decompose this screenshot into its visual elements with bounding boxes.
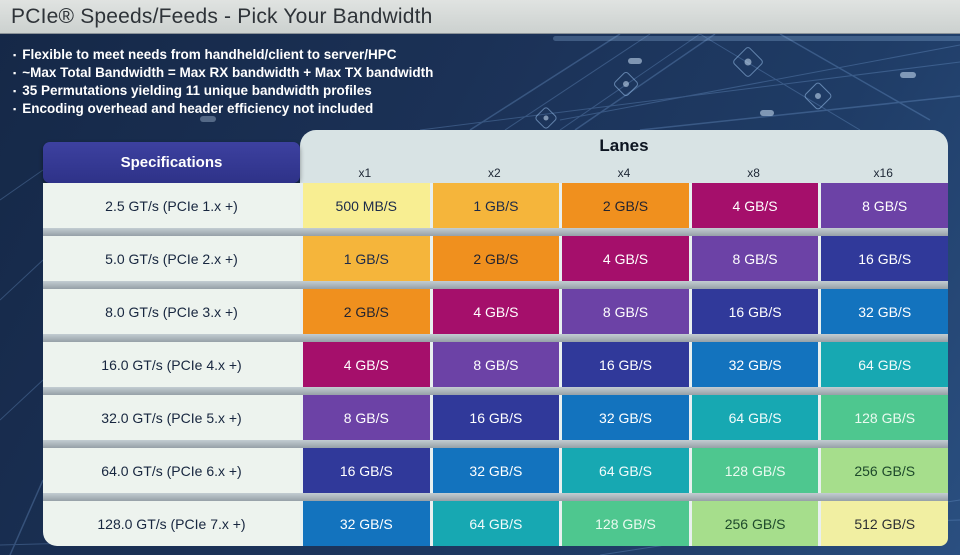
spec-cell: 2.5 GT/s (PCIe 1.x +) bbox=[43, 183, 300, 228]
spec-cell: 8.0 GT/s (PCIe 3.x +) bbox=[43, 289, 300, 334]
bullet-text: ~Max Total Bandwidth = Max RX bandwidth … bbox=[22, 65, 434, 80]
spec-cell: 16.0 GT/s (PCIe 4.x +) bbox=[43, 342, 300, 387]
lane-column-headers: x1 x2 x4 x8 x16 bbox=[300, 166, 948, 180]
lanes-header-panel: Lanes x1 x2 x4 x8 x16 bbox=[300, 130, 948, 183]
bullet-icon: ▪ bbox=[13, 86, 17, 96]
bandwidth-value-cell: 64 GB/S bbox=[559, 448, 689, 493]
bandwidth-value-cell: 2 GB/S bbox=[559, 183, 689, 228]
bandwidth-table: 2.5 GT/s (PCIe 1.x +) 500 MB/S 1 GB/S 2 GB/… bbox=[43, 183, 948, 546]
lanes-header: Lanes bbox=[599, 136, 649, 155]
bandwidth-value-cell: 2 GB/S bbox=[300, 289, 430, 334]
bandwidth-value-cell: 16 GB/S bbox=[559, 342, 689, 387]
bandwidth-value-cell: 64 GB/S bbox=[429, 501, 560, 546]
bandwidth-value-cell: 32 GB/S bbox=[300, 501, 430, 546]
bandwidth-value-cell: 16 GB/S bbox=[300, 448, 430, 493]
page-title: PCIe® Speeds/Feeds - Pick Your Bandwidth bbox=[11, 4, 433, 28]
bullet-text: Encoding overhead and header efficiency … bbox=[22, 101, 374, 116]
lane-column-header: x2 bbox=[488, 166, 501, 180]
bandwidth-value-cell: 8 GB/S bbox=[688, 236, 819, 281]
bandwidth-value-cell: 128 GB/S bbox=[818, 395, 948, 440]
bandwidth-value-cell: 256 GB/S bbox=[688, 501, 819, 546]
bandwidth-value-cell: 128 GB/S bbox=[559, 501, 689, 546]
bandwidth-value-cell: 32 GB/S bbox=[818, 289, 948, 334]
bullet-list: ▪ Flexible to meet needs from handheld/cl… bbox=[13, 46, 433, 118]
row-divider bbox=[43, 387, 948, 395]
bullet-text: 35 Permutations yielding 11 unique bandw… bbox=[22, 83, 372, 98]
bandwidth-value-cell: 4 GB/S bbox=[300, 342, 430, 387]
bandwidth-value-cell: 32 GB/S bbox=[559, 395, 689, 440]
bullet-item: ▪ ~Max Total Bandwidth = Max RX bandwidth… bbox=[13, 64, 433, 82]
bandwidth-value-cell: 512 GB/S bbox=[818, 501, 948, 546]
bandwidth-value-cell: 128 GB/S bbox=[688, 448, 819, 493]
lane-column-header: x16 bbox=[873, 166, 893, 180]
bandwidth-value-cell: 4 GB/S bbox=[688, 183, 819, 228]
row-divider bbox=[43, 228, 948, 236]
spec-cell: 128.0 GT/s (PCIe 7.x +) bbox=[43, 501, 300, 546]
bullet-item: ▪ Encoding overhead and header efficiency… bbox=[13, 100, 433, 118]
bandwidth-value-cell: 16 GB/S bbox=[429, 395, 560, 440]
lane-column-header: x1 bbox=[358, 166, 372, 180]
bullet-text: Flexible to meet needs from handheld/cli… bbox=[22, 47, 397, 62]
specifications-header: Specifications bbox=[43, 142, 300, 183]
spec-cell: 32.0 GT/s (PCIe 5.x +) bbox=[43, 395, 300, 440]
lane-column-header: x8 bbox=[747, 166, 760, 180]
bandwidth-value-cell: 32 GB/S bbox=[688, 342, 819, 387]
spec-cell: 5.0 GT/s (PCIe 2.x +) bbox=[43, 236, 300, 281]
row-divider bbox=[43, 334, 948, 342]
bullet-icon: ▪ bbox=[13, 68, 17, 78]
spec-cell: 64.0 GT/s (PCIe 6.x +) bbox=[43, 448, 300, 493]
bandwidth-value-cell: 16 GB/S bbox=[818, 236, 948, 281]
bullet-item: ▪ 35 Permutations yielding 11 unique band… bbox=[13, 82, 433, 100]
row-divider bbox=[43, 281, 948, 289]
bullet-icon: ▪ bbox=[13, 50, 17, 60]
bandwidth-value-cell: 64 GB/S bbox=[818, 342, 948, 387]
row-divider bbox=[43, 440, 948, 448]
bandwidth-value-cell: 32 GB/S bbox=[429, 448, 560, 493]
bandwidth-value-cell: 8 GB/S bbox=[300, 395, 430, 440]
bandwidth-value-cell: 64 GB/S bbox=[688, 395, 819, 440]
bandwidth-value-cell: 8 GB/S bbox=[429, 342, 560, 387]
bullet-icon: ▪ bbox=[13, 104, 17, 114]
bandwidth-value-cell: 1 GB/S bbox=[429, 183, 560, 228]
bandwidth-value-cell: 4 GB/S bbox=[429, 289, 560, 334]
bandwidth-value-cell: 8 GB/S bbox=[559, 289, 689, 334]
bandwidth-value-cell: 4 GB/S bbox=[559, 236, 689, 281]
bandwidth-value-cell: 2 GB/S bbox=[429, 236, 560, 281]
bandwidth-value-cell: 500 MB/S bbox=[300, 183, 430, 228]
lane-column-header: x4 bbox=[617, 166, 631, 180]
bandwidth-value-cell: 1 GB/S bbox=[300, 236, 430, 281]
bandwidth-value-cell: 256 GB/S bbox=[818, 448, 948, 493]
bandwidth-value-cell: 16 GB/S bbox=[688, 289, 819, 334]
row-divider bbox=[43, 493, 948, 501]
bandwidth-value-cell: 8 GB/S bbox=[818, 183, 948, 228]
bullet-item: ▪ Flexible to meet needs from handheld/cl… bbox=[13, 46, 433, 64]
title-bar: PCIe® Speeds/Feeds - Pick Your Bandwidth bbox=[0, 0, 960, 34]
